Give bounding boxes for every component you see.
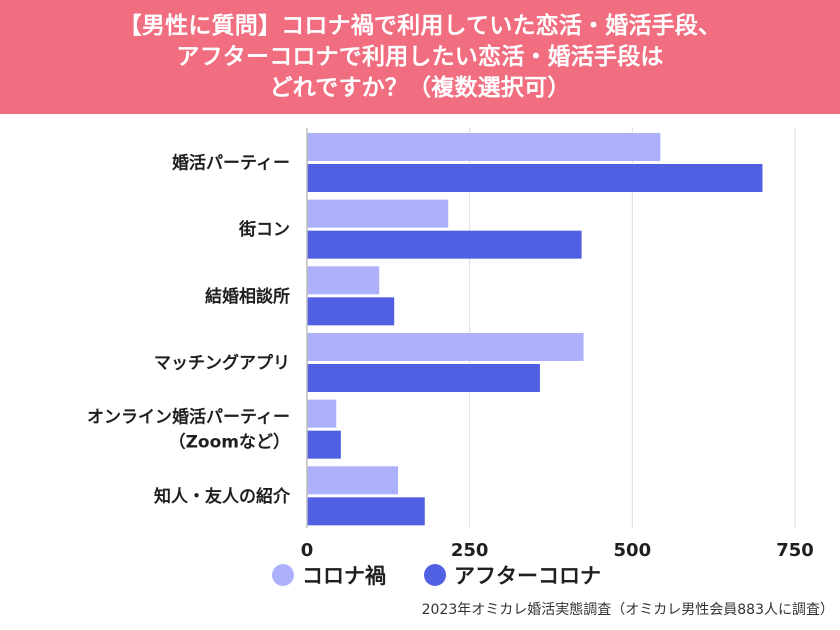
bar-2-3 xyxy=(307,364,540,392)
category-label-4-0: オンライン婚活パーティー xyxy=(87,407,290,428)
bar-1-0 xyxy=(307,133,661,161)
bar-2-1 xyxy=(307,230,582,259)
x-tick-label-2: 500 xyxy=(614,540,652,561)
legend-swatch-series-2 xyxy=(424,564,446,586)
legend-swatch-series-1 xyxy=(272,564,294,586)
category-label-1: 街コン xyxy=(238,219,290,240)
source-note: 2023年オミカレ婚活実態調査（オミカレ男性会員883人に調査） xyxy=(421,602,834,618)
title-line-2: アフターコロナで利用したい恋活・婚活手段は xyxy=(176,43,664,70)
legend-item-series-2: アフターコロナ xyxy=(424,560,601,590)
bar-2-2 xyxy=(307,297,395,326)
bar-1-3 xyxy=(307,333,584,361)
title-line-1: 【男性に質問】コロナ禍で利用していた恋活・婚活手段、 xyxy=(118,12,722,39)
x-tick-label-3: 750 xyxy=(776,540,814,561)
bar-2-0 xyxy=(307,164,763,192)
legend-item-series-1: コロナ禍 xyxy=(272,560,386,590)
title-banner: 【男性に質問】コロナ禍で利用していた恋活・婚活手段、 アフターコロナで利用したい… xyxy=(0,0,840,114)
bar-1-1 xyxy=(307,199,449,228)
bar-2-5 xyxy=(307,497,425,526)
category-label-0: 婚活パーティー xyxy=(172,153,290,174)
category-label-2: 結婚相談所 xyxy=(205,286,290,307)
x-tick-label-0: 0 xyxy=(301,540,314,561)
bar-1-4 xyxy=(307,399,337,428)
bar-1-2 xyxy=(307,266,380,295)
x-tick-label-1: 250 xyxy=(451,540,489,561)
legend-label-series-1: コロナ禍 xyxy=(302,564,386,588)
bar-1-5 xyxy=(307,466,399,495)
legend-label-series-2: アフターコロナ xyxy=(454,564,601,588)
bar-2-4 xyxy=(307,430,341,459)
category-label-5: 知人・友人の紹介 xyxy=(153,486,291,507)
category-label-3: マッチングアプリ xyxy=(154,353,290,374)
title-line-3: どれですか？（複数選択可） xyxy=(269,74,571,101)
category-label-4-1: （Zoomなど） xyxy=(169,432,290,453)
legend: コロナ禍 アフターコロナ xyxy=(272,560,639,590)
